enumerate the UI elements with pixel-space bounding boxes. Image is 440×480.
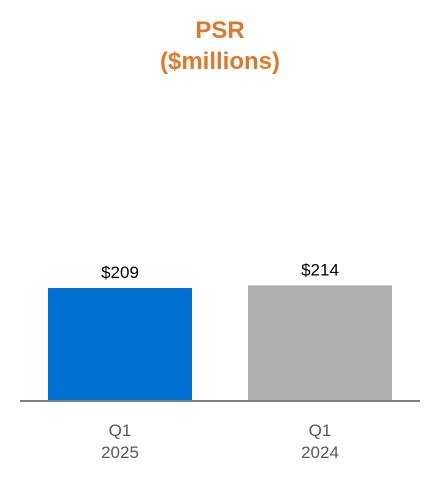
x-tick-label-0-line2: 2025: [101, 443, 139, 462]
x-tick-label-1-line2: 2024: [301, 443, 339, 462]
data-label-0: $209: [101, 263, 139, 282]
chart-title-line-2: ($millions): [159, 48, 280, 75]
bar-0: [48, 288, 192, 401]
bar-1: [248, 285, 392, 401]
chart-title-line-1: PSR: [195, 17, 245, 44]
x-tick-label-1-line1: Q1: [309, 421, 332, 440]
data-label-1: $214: [301, 260, 339, 279]
x-tick-label-0-line1: Q1: [109, 421, 132, 440]
